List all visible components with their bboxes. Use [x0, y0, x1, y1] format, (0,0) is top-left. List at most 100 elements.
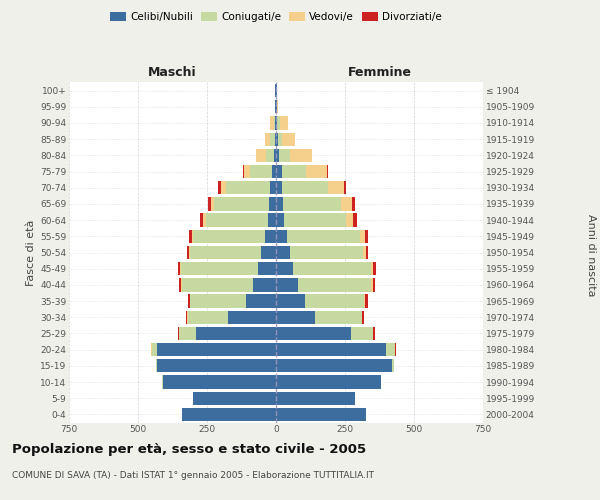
Bar: [279, 148, 290, 162]
Bar: [228, 310, 276, 324]
Bar: [157, 343, 276, 356]
Bar: [290, 148, 312, 162]
Bar: [277, 116, 280, 130]
Bar: [276, 327, 350, 340]
Bar: [284, 214, 346, 227]
Bar: [181, 278, 182, 291]
Bar: [276, 165, 281, 178]
Bar: [186, 310, 187, 324]
Bar: [373, 278, 376, 291]
Bar: [344, 181, 346, 194]
Bar: [277, 100, 278, 114]
Bar: [366, 246, 368, 259]
Bar: [208, 198, 211, 210]
Bar: [256, 148, 266, 162]
Bar: [276, 359, 392, 372]
Bar: [373, 262, 376, 276]
Bar: [218, 181, 221, 194]
Bar: [373, 327, 374, 340]
Bar: [290, 246, 363, 259]
Bar: [188, 310, 228, 324]
Text: Femmine: Femmine: [347, 66, 412, 80]
Bar: [243, 165, 244, 178]
Bar: [276, 198, 283, 210]
Bar: [307, 165, 327, 178]
Text: Anni di nascita: Anni di nascita: [586, 214, 596, 296]
Bar: [281, 165, 307, 178]
Bar: [271, 132, 275, 146]
Bar: [276, 294, 305, 308]
Bar: [180, 262, 181, 276]
Bar: [193, 392, 276, 405]
Text: COMUNE DI SAVA (TA) - Dati ISTAT 1° gennaio 2005 - Elaborazione TUTTITALIA.IT: COMUNE DI SAVA (TA) - Dati ISTAT 1° genn…: [12, 470, 374, 480]
Bar: [276, 278, 298, 291]
Bar: [179, 327, 196, 340]
Bar: [392, 359, 394, 372]
Bar: [275, 132, 276, 146]
Bar: [221, 181, 226, 194]
Bar: [206, 214, 268, 227]
Bar: [360, 230, 365, 243]
Bar: [327, 165, 328, 178]
Bar: [266, 148, 274, 162]
Bar: [157, 359, 276, 372]
Bar: [189, 230, 192, 243]
Bar: [187, 246, 189, 259]
Bar: [283, 198, 341, 210]
Bar: [203, 214, 206, 227]
Bar: [275, 116, 276, 130]
Bar: [192, 230, 193, 243]
Bar: [362, 310, 364, 324]
Bar: [276, 376, 381, 388]
Bar: [182, 278, 253, 291]
Text: Popolazione per età, sesso e stato civile - 2005: Popolazione per età, sesso e stato civil…: [12, 442, 366, 456]
Bar: [287, 230, 360, 243]
Bar: [283, 132, 295, 146]
Bar: [178, 262, 180, 276]
Bar: [280, 116, 288, 130]
Bar: [190, 294, 245, 308]
Bar: [200, 214, 203, 227]
Bar: [276, 343, 386, 356]
Bar: [352, 198, 355, 210]
Bar: [353, 214, 358, 227]
Bar: [178, 327, 179, 340]
Bar: [276, 132, 278, 146]
Bar: [350, 327, 373, 340]
Bar: [258, 262, 276, 276]
Bar: [276, 310, 314, 324]
Bar: [156, 359, 157, 372]
Bar: [314, 310, 362, 324]
Bar: [250, 165, 272, 178]
Bar: [182, 408, 276, 421]
Bar: [276, 181, 281, 194]
Y-axis label: Fasce di età: Fasce di età: [26, 220, 36, 286]
Bar: [274, 116, 275, 130]
Bar: [281, 181, 328, 194]
Bar: [328, 181, 344, 194]
Bar: [365, 230, 368, 243]
Bar: [269, 116, 274, 130]
Bar: [265, 230, 276, 243]
Bar: [253, 278, 276, 291]
Bar: [276, 246, 290, 259]
Bar: [305, 294, 364, 308]
Bar: [261, 246, 276, 259]
Bar: [276, 214, 284, 227]
Bar: [181, 262, 258, 276]
Bar: [226, 181, 271, 194]
Bar: [244, 165, 250, 178]
Bar: [278, 132, 283, 146]
Bar: [365, 294, 368, 308]
Bar: [163, 376, 276, 388]
Bar: [371, 262, 373, 276]
Bar: [298, 278, 371, 291]
Bar: [271, 181, 276, 194]
Bar: [276, 230, 287, 243]
Text: Maschi: Maschi: [148, 66, 197, 80]
Bar: [196, 327, 276, 340]
Bar: [276, 408, 366, 421]
Bar: [395, 343, 396, 356]
Bar: [269, 198, 276, 210]
Bar: [272, 165, 276, 178]
